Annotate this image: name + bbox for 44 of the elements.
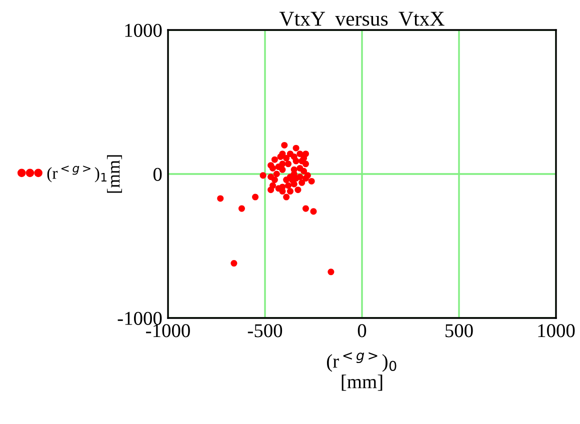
chart-title: VtxY versus VtxX (279, 12, 444, 26)
y-axis-title: [mm] (107, 155, 122, 193)
point (300, 154, 308, 162)
point (294, 186, 302, 194)
point (310, 208, 317, 215)
y-tick-label: -1000 (118, 312, 162, 325)
point (252, 194, 259, 200)
point (273, 170, 280, 178)
point (296, 150, 304, 158)
point (308, 178, 315, 184)
x-tick-label: -500 (248, 324, 282, 338)
point (286, 188, 294, 195)
x-tick-label: 0 (358, 324, 366, 338)
point (300, 168, 308, 174)
point (328, 268, 334, 276)
point (270, 164, 276, 172)
point (279, 188, 286, 195)
point (260, 172, 266, 179)
point (285, 182, 292, 189)
point (283, 194, 290, 200)
x-tick-label: 500 (446, 324, 473, 338)
point (238, 205, 245, 212)
x-tick-label: 1000 (538, 324, 575, 338)
point (304, 172, 311, 179)
point (281, 142, 288, 148)
point (271, 156, 278, 163)
x-axis-title: (r$^{<g>}$)$_{0}$ [mm] (326, 352, 396, 391)
y-tick-label: 1000 (125, 24, 162, 37)
point (292, 144, 300, 152)
point (285, 160, 292, 168)
x-tick-label: -1000 (146, 324, 190, 338)
point (283, 154, 290, 162)
point (302, 205, 309, 212)
legend-label: (r$^{<g>}$)$_{1}$ (47, 166, 106, 182)
point (217, 195, 224, 202)
point (279, 166, 286, 173)
point (271, 176, 278, 184)
point (279, 150, 286, 158)
point (230, 260, 238, 267)
point (268, 186, 274, 194)
point (298, 179, 306, 186)
point (292, 158, 300, 164)
point (283, 176, 290, 184)
y-tick-label: 0 (153, 168, 162, 181)
